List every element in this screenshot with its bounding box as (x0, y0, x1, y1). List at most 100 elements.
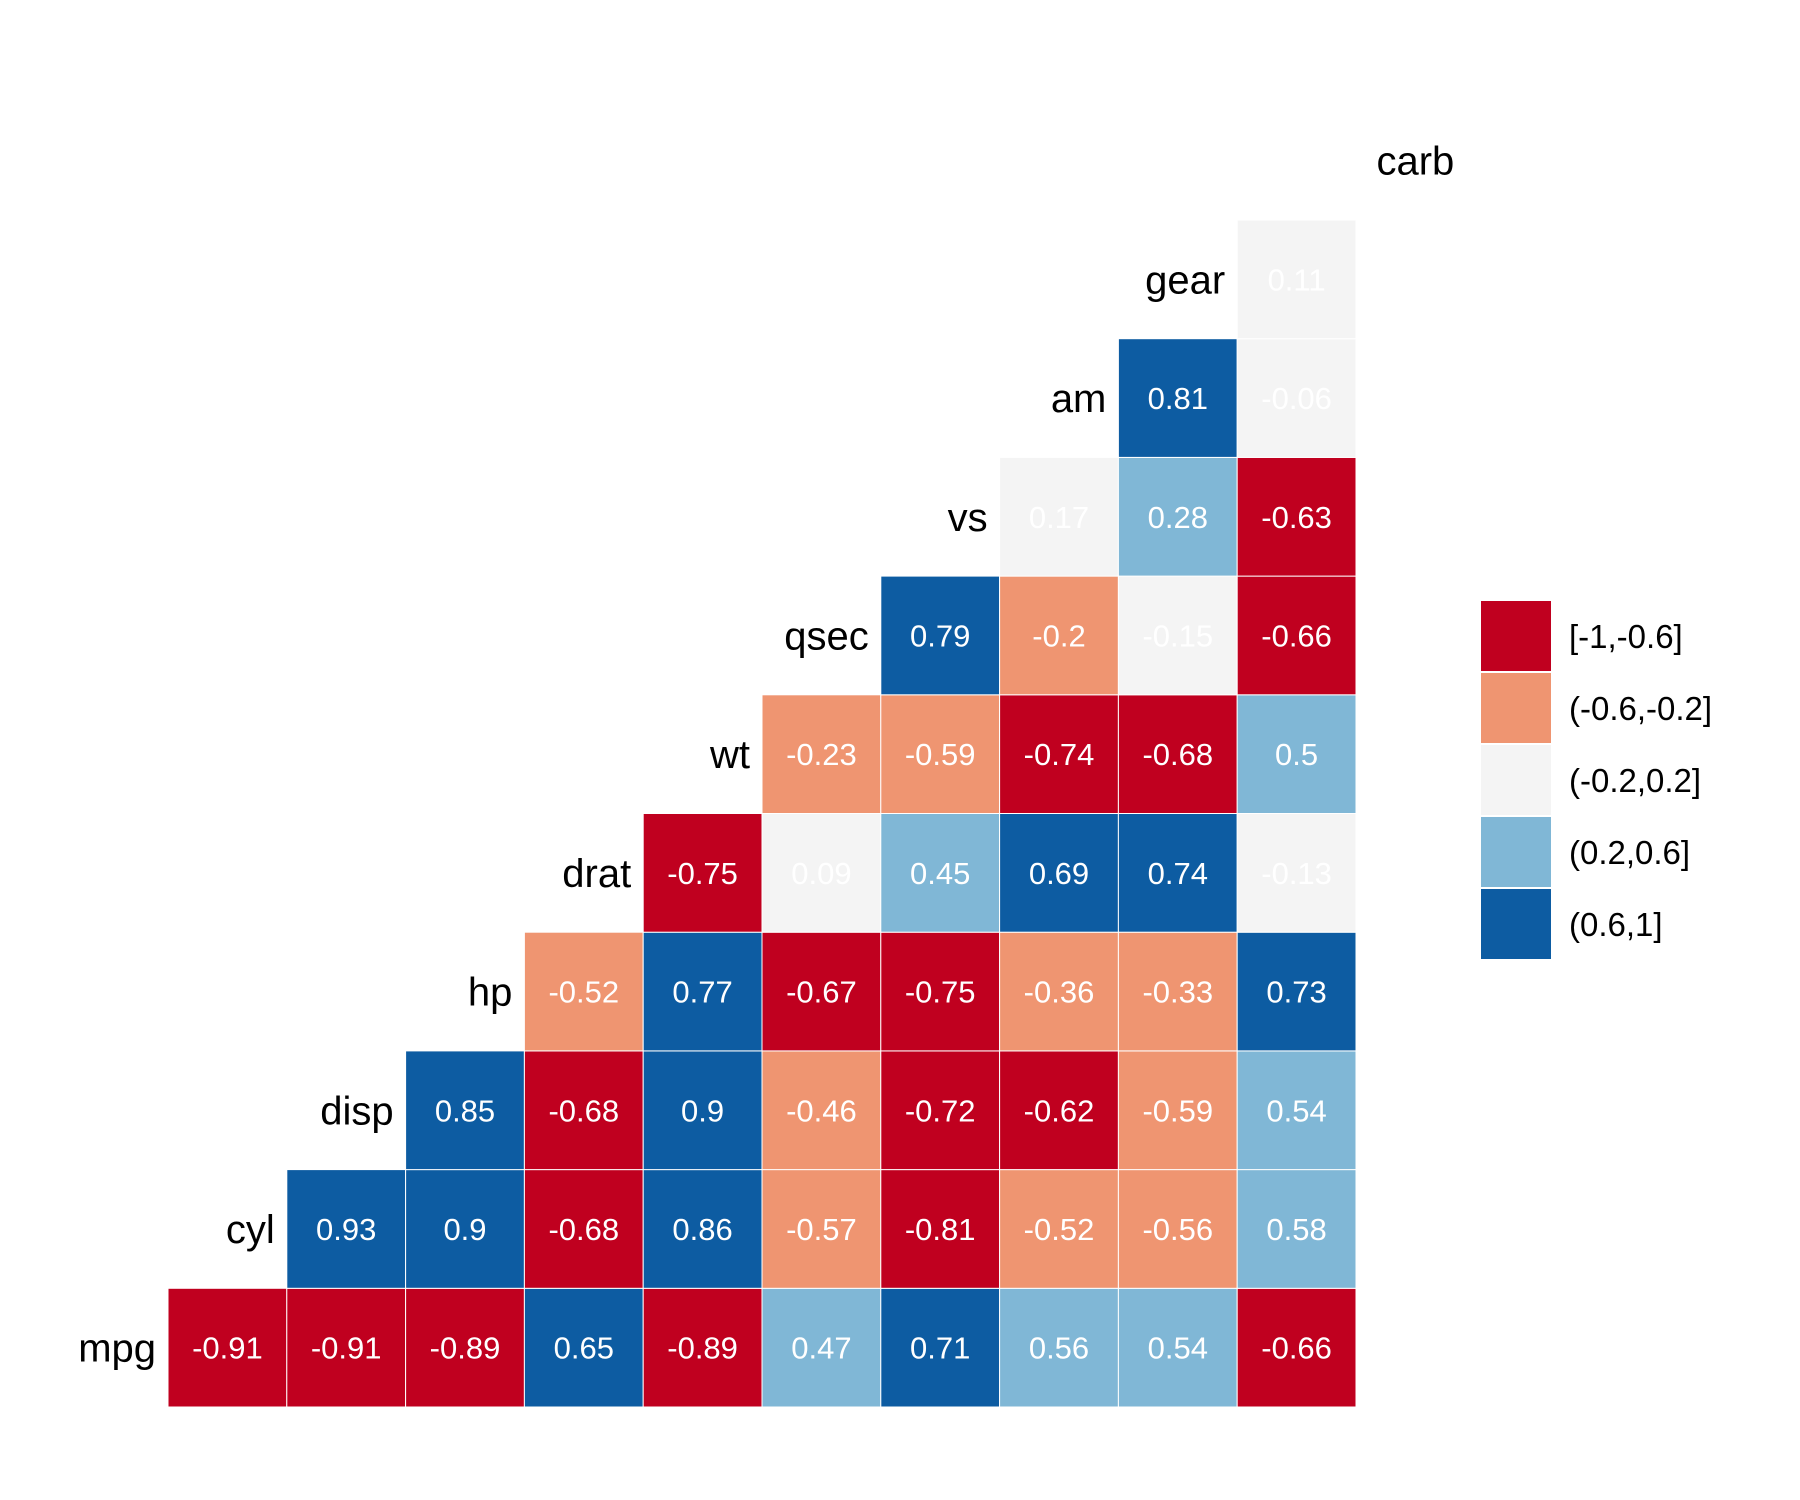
cell-vs-am (999, 456, 1119, 577)
variable-label-gear: gear (1145, 258, 1225, 302)
variable-label-mpg: mpg (78, 1327, 156, 1371)
cell-mpg-qsec (761, 1287, 882, 1408)
cell-value-drat-gear: 0.74 (1148, 856, 1208, 891)
cell-disp-qsec (761, 1050, 882, 1171)
cell-mpg-drat (523, 1287, 644, 1408)
variable-label-qsec: qsec (784, 614, 869, 658)
cell-value-vs-am: 0.17 (1029, 500, 1089, 535)
cell-value-disp-gear: -0.59 (1142, 1093, 1213, 1128)
variable-label-wt: wt (709, 733, 750, 777)
cell-value-disp-carb: 0.54 (1266, 1093, 1326, 1128)
variable-label-carb: carb (1376, 140, 1454, 184)
cell-value-cyl-hp: 0.9 (443, 1212, 486, 1247)
cell-hp-drat (523, 931, 644, 1052)
cell-value-qsec-am: -0.2 (1032, 618, 1085, 653)
cell-qsec-gear (1117, 575, 1238, 696)
cell-drat-qsec (761, 813, 882, 933)
cell-am-carb (1236, 338, 1357, 458)
heatmap-cells: -0.91 -0.91 -0.89 0.65 -0.89 0.47 0.71 0.56 0.54… (167, 219, 1357, 1408)
cell-drat-carb (1236, 813, 1357, 933)
cell-value-drat-wt: -0.75 (667, 856, 738, 891)
cell-qsec-carb (1236, 575, 1357, 696)
variable-label-drat: drat (562, 852, 631, 896)
cell-value-wt-vs: -0.59 (905, 737, 976, 772)
variable-label-am: am (1051, 377, 1107, 421)
cell-disp-hp (405, 1050, 525, 1171)
legend-swatch-4 (1481, 889, 1551, 959)
cell-cyl-gear (1117, 1169, 1238, 1289)
cell-value-mpg-cyl: -0.91 (192, 1331, 263, 1366)
cell-value-wt-am: -0.74 (1024, 737, 1095, 772)
cell-value-drat-am: 0.69 (1029, 856, 1089, 891)
cell-cyl-drat (523, 1169, 644, 1289)
cell-drat-vs (880, 813, 1001, 933)
cell-value-mpg-gear: 0.54 (1148, 1331, 1208, 1366)
cell-value-disp-drat: -0.68 (548, 1093, 619, 1128)
cell-value-mpg-drat: 0.65 (554, 1331, 614, 1366)
legend-swatch-3 (1481, 817, 1551, 887)
cell-value-wt-qsec: -0.23 (786, 737, 857, 772)
cell-mpg-carb (1236, 1287, 1357, 1408)
cell-value-drat-vs: 0.45 (910, 856, 970, 891)
legend-swatch-2 (1481, 745, 1551, 815)
legend-swatch-0 (1481, 601, 1551, 671)
variable-label-disp: disp (320, 1089, 393, 1133)
cell-value-disp-am: -0.62 (1024, 1093, 1095, 1128)
cell-value-mpg-hp: -0.89 (430, 1331, 501, 1366)
cell-value-gear-carb: 0.11 (1268, 262, 1326, 297)
cell-hp-wt (642, 931, 763, 1052)
variable-label-vs: vs (948, 496, 988, 540)
legend-label-3: (0.2,0.6] (1569, 834, 1690, 871)
cell-mpg-gear (1117, 1287, 1238, 1408)
variable-labels: mpg cyl disp hp drat wt qsec vs am gear carb (78, 140, 1454, 1371)
cell-value-wt-gear: -0.68 (1142, 737, 1213, 772)
cell-value-cyl-drat: -0.68 (548, 1212, 619, 1247)
legend-label-2: (-0.2,0.2] (1569, 762, 1701, 799)
cell-value-disp-wt: 0.9 (681, 1093, 724, 1128)
cell-value-qsec-vs: 0.79 (910, 618, 970, 653)
cell-value-am-gear: 0.81 (1148, 381, 1208, 416)
cell-value-cyl-carb: 0.58 (1266, 1212, 1326, 1247)
variable-label-hp: hp (468, 971, 513, 1015)
cell-value-hp-carb: 0.73 (1266, 975, 1326, 1010)
legend-swatch-1 (1481, 673, 1551, 743)
legend-label-4: (0.6,1] (1569, 906, 1663, 943)
cell-cyl-qsec (761, 1169, 882, 1289)
cell-disp-drat (523, 1050, 644, 1171)
cell-value-wt-carb: 0.5 (1275, 737, 1318, 772)
cell-value-mpg-vs: 0.71 (910, 1331, 970, 1366)
cell-cyl-am (999, 1169, 1119, 1289)
cell-value-vs-carb: -0.63 (1261, 500, 1332, 535)
cell-value-cyl-vs: -0.81 (905, 1212, 976, 1247)
cell-drat-wt (642, 813, 763, 933)
cell-wt-carb (1236, 694, 1357, 814)
cell-gear-carb (1236, 219, 1357, 340)
cell-value-qsec-carb: -0.66 (1261, 618, 1332, 653)
cell-value-hp-vs: -0.75 (905, 975, 976, 1010)
cell-mpg-am (999, 1287, 1119, 1408)
cell-value-drat-carb: -0.13 (1261, 856, 1332, 891)
cell-value-cyl-disp: 0.93 (316, 1212, 376, 1247)
cell-cyl-carb (1236, 1169, 1357, 1289)
cell-value-hp-qsec: -0.67 (786, 975, 857, 1010)
cell-wt-qsec (761, 694, 882, 814)
cell-mpg-disp (286, 1287, 407, 1408)
cell-value-cyl-gear: -0.56 (1142, 1212, 1213, 1247)
cell-value-cyl-wt: 0.86 (672, 1212, 732, 1247)
cell-value-cyl-qsec: -0.57 (786, 1212, 857, 1247)
cell-value-am-carb: -0.06 (1261, 381, 1332, 416)
legend-label-1: (-0.6,-0.2] (1569, 690, 1712, 727)
legend: [-1,-0.6] (-0.6,-0.2] (-0.2,0.2] (0.2,0.6] (… (1481, 601, 1712, 959)
cell-value-mpg-am: 0.56 (1029, 1331, 1089, 1366)
cell-value-disp-hp: 0.85 (435, 1093, 495, 1128)
cell-value-qsec-gear: -0.15 (1142, 618, 1213, 653)
variable-label-cyl: cyl (226, 1208, 275, 1252)
cell-value-hp-am: -0.36 (1024, 975, 1095, 1010)
legend-label-0: [-1,-0.6] (1569, 618, 1683, 655)
cell-mpg-vs (880, 1287, 1001, 1408)
cell-value-disp-vs: -0.72 (905, 1093, 976, 1128)
cell-mpg-wt (642, 1287, 763, 1408)
cell-disp-am (999, 1050, 1119, 1171)
cell-vs-carb (1236, 456, 1357, 577)
